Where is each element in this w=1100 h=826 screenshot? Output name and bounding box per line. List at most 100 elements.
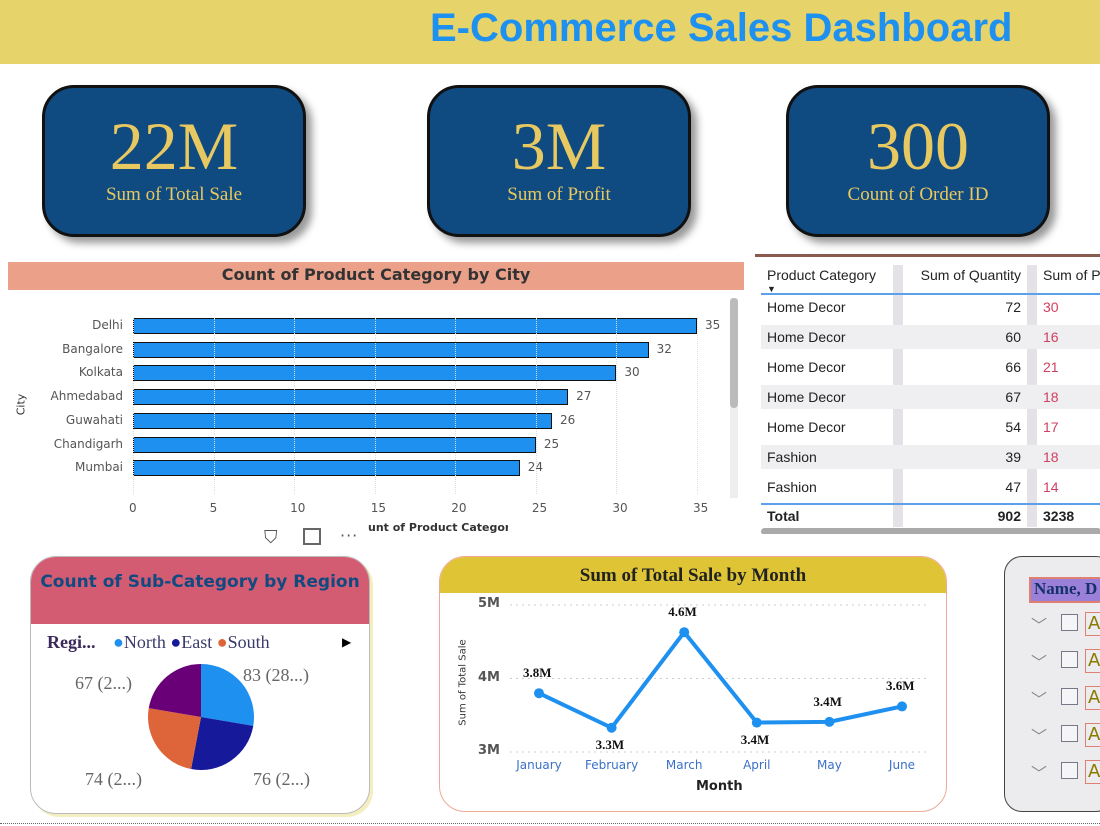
bar-category-label: Chandigarh [53, 436, 123, 451]
checkbox[interactable] [1061, 688, 1078, 705]
line-point[interactable] [897, 701, 907, 712]
kpi-card-profit: 3M Sum of Profit [427, 85, 691, 237]
table-cell: 39 [1005, 449, 1021, 465]
table-row: Home Decor 72 30 [761, 295, 1100, 319]
bar-category-label: Bangalore [62, 341, 123, 356]
pie-chart-card[interactable]: Count of Sub-Category by Region Regi... … [30, 556, 370, 814]
checkbox[interactable] [1061, 725, 1078, 742]
bar-y-axis-title: City [14, 393, 28, 416]
bar-x-axis-title: unt of Product Category [368, 521, 508, 534]
y-tick-label: 4M [478, 669, 500, 685]
table-cell: 30 [1043, 299, 1059, 315]
table-cell: 72 [1005, 299, 1021, 315]
pie-slice[interactable] [148, 708, 201, 770]
line-chart[interactable] [440, 557, 947, 812]
kpi-label: Sum of Profit [507, 184, 611, 205]
column-header[interactable]: Sum of P [1043, 267, 1100, 283]
x-tick-label: June [888, 758, 916, 772]
bar[interactable] [133, 412, 552, 429]
scrollbar-thumb[interactable] [730, 298, 738, 408]
total-profit: 3238 [1043, 508, 1075, 524]
pie-label: 83 (28...) [243, 665, 309, 685]
pie-slice[interactable] [148, 664, 201, 717]
bar-category-label: Mumbai [75, 460, 123, 475]
x-tick-label: 30 [612, 501, 628, 515]
kpi-label: Sum of Total Sale [105, 184, 243, 205]
x-tick-label: 5 [209, 501, 218, 515]
bar[interactable] [133, 341, 649, 358]
name-slicer[interactable]: Name, D ﹀ A ﹀ A ﹀ A ﹀ A ﹀ A [1004, 556, 1100, 812]
legend-dot-east: ● [170, 632, 182, 652]
chevron-down-icon: ﹀ [1031, 616, 1048, 635]
slicer-item-label: A [1085, 649, 1100, 673]
x-tick-label: April [743, 758, 771, 772]
pie-label: 76 (2...) [253, 769, 310, 789]
gridline [294, 318, 296, 494]
bar[interactable] [133, 389, 569, 406]
checkbox[interactable] [1061, 614, 1078, 631]
legend-next-arrow-icon[interactable]: ▶ [342, 635, 352, 649]
table-cell: Home Decor [767, 299, 846, 315]
x-tick-label: January [516, 758, 562, 772]
title-banner [0, 0, 1100, 64]
line-chart-card[interactable]: Sum of Total Sale by Month Sum of Total … [439, 556, 947, 812]
bar-category-label: Guwahati [65, 412, 123, 427]
line-point[interactable] [751, 717, 762, 728]
gridline [213, 318, 215, 494]
table-cell: 18 [1043, 389, 1059, 405]
kpi-card-order-count: 300 Count of Order ID [786, 85, 1050, 237]
pie-slice[interactable] [191, 717, 254, 770]
table-header-row: Product Category Sum of Quantity Sum of P [761, 263, 1100, 287]
slicer-item-label: A [1085, 723, 1100, 747]
data-label: 3.4M [740, 731, 770, 747]
kpi-label: Count of Order ID [847, 184, 989, 205]
bar-value-label: 26 [559, 412, 576, 427]
page-title: E-Commerce Sales Dashboard [430, 6, 1013, 50]
line-point[interactable] [534, 688, 544, 699]
table-cell: 67 [1005, 389, 1021, 405]
checkbox[interactable] [1061, 762, 1078, 779]
x-tick-label: 35 [693, 501, 709, 515]
slicer-header: Name, D [1029, 577, 1100, 603]
pie-chart[interactable] [31, 557, 370, 814]
bar-category-label: Delhi [92, 318, 123, 332]
filter-icon[interactable]: ⛉ [264, 527, 278, 548]
product-table[interactable]: Product Category Sum of Quantity Sum of P … [755, 254, 1100, 534]
column-header[interactable]: Product Category [767, 267, 876, 283]
table-row: Fashion 39 18 [761, 445, 1100, 469]
data-label: 3.8M [523, 665, 552, 681]
bar-scrollbar[interactable] [730, 298, 738, 498]
table-cell: 60 [1005, 329, 1021, 345]
table-row: Fashion 47 14 [761, 475, 1100, 499]
pie-legend: ●North ●East ●South [113, 632, 270, 653]
line-y-axis-title: Sum of Total Sale [457, 639, 469, 726]
pie-chart-title: Count of Sub-Category by Region [31, 557, 369, 624]
legend-item[interactable]: North [123, 632, 166, 652]
gridline [133, 318, 134, 494]
table-horizontal-scrollbar[interactable] [761, 528, 1100, 534]
chevron-down-icon: ﹀ [1031, 764, 1048, 783]
bar-value-label: 32 [656, 341, 672, 356]
legend-item[interactable]: South [227, 632, 270, 652]
y-tick-label: 3M [478, 743, 500, 758]
data-label: 3.4M [813, 693, 842, 709]
bar[interactable] [133, 436, 536, 453]
data-label: 3.6M [886, 678, 915, 694]
legend-item[interactable]: East [181, 632, 213, 652]
table-cell: 47 [1005, 479, 1021, 495]
checkbox[interactable] [1061, 651, 1078, 668]
pie-label: 67 (2...) [75, 673, 132, 693]
bar-value-label: 30 [624, 365, 640, 380]
line-point[interactable] [606, 722, 617, 733]
pie-slice[interactable] [201, 664, 255, 726]
bar[interactable] [133, 318, 697, 334]
focus-mode-icon[interactable] [303, 528, 321, 545]
gridline [697, 318, 698, 494]
pie-label: 74 (2...) [85, 769, 142, 789]
line-point[interactable] [679, 627, 690, 638]
table-row: Home Decor 66 21 [761, 355, 1100, 379]
line-point[interactable] [824, 716, 835, 727]
more-options-icon[interactable]: ··· [340, 526, 359, 545]
bar[interactable] [133, 460, 520, 477]
column-header[interactable]: Sum of Quantity [920, 267, 1021, 283]
